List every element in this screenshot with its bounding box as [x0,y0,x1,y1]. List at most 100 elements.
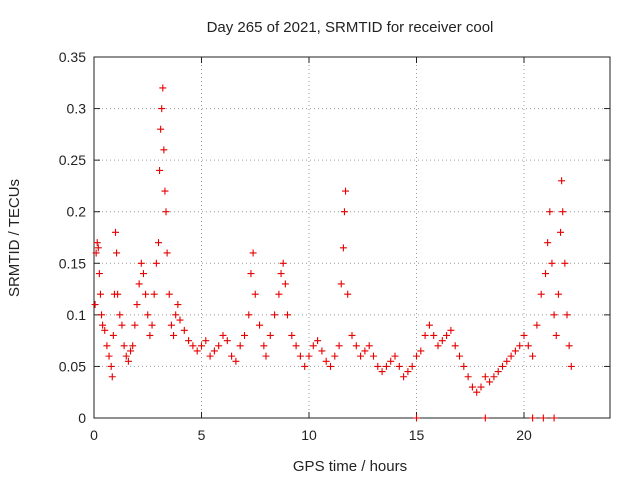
data-point [314,337,322,345]
data-point [241,331,248,339]
data-point [451,342,459,350]
data-point [223,337,231,345]
data-point [511,347,519,355]
x-tick-label: 5 [198,427,206,443]
data-point [262,352,270,360]
data-point [357,352,365,360]
data-point [131,321,139,329]
data-point [296,352,304,360]
data-point [486,378,494,386]
plot-frame [93,56,611,419]
data-point [516,342,524,350]
x-tick-label: 20 [516,427,532,443]
data-point [271,311,279,319]
data-point [170,331,178,339]
data-point [337,280,345,288]
data-point [494,368,502,376]
data-point [120,342,128,350]
y-tick-label: 0.15 [59,255,86,271]
data-point [550,311,558,319]
data-point [335,342,343,350]
data-point [327,362,334,370]
data-point [116,311,124,319]
data-point [361,347,369,355]
data-point [395,362,403,370]
data-point [96,290,104,298]
data-point [144,311,152,319]
data-point [473,388,481,396]
data-point [413,352,420,360]
data-point [91,301,99,309]
chart-title: Day 265 of 2021, SRMTID for receiver coo… [207,19,494,36]
data-point [408,362,416,370]
y-tick-label: 0.3 [67,101,87,117]
data-point [342,187,350,195]
data-point [150,290,158,298]
y-tick-label: 0.1 [67,307,87,323]
zero-data-point [539,414,547,422]
data-point [101,326,109,334]
data-point [108,373,116,381]
y-tick-label: 0.35 [59,49,86,65]
data-point [529,352,537,360]
data-point [142,290,150,298]
data-point [157,125,165,133]
data-point [251,290,259,298]
data-point [281,280,289,288]
x-tick-label: 10 [301,427,317,443]
data-point [339,244,347,252]
data-point [266,331,274,339]
data-point [92,249,100,257]
data-point [404,368,412,376]
data-point [114,290,122,298]
data-point [148,321,156,329]
data-point [247,270,255,278]
data-point [275,290,283,298]
zero-data-point [550,414,558,422]
zero-data-point [481,414,489,422]
data-point [557,228,565,236]
data-point [374,362,382,370]
x-tick-label: 0 [90,427,98,443]
data-point [135,280,143,288]
y-tick-label: 0.05 [59,358,86,374]
data-point [443,331,451,339]
data-point [464,373,472,381]
data-point [162,208,170,216]
data-point [301,362,309,370]
data-point [447,326,455,334]
data-point [260,342,268,350]
data-point [490,373,498,381]
data-point [174,301,182,309]
data-point [365,342,373,350]
data-point [370,352,377,360]
data-point [155,239,162,247]
data-point [468,383,476,391]
data-point [118,321,126,329]
data-point [387,357,395,365]
data-point [165,290,173,298]
data-point [99,321,107,329]
data-point [279,259,287,267]
data-point [378,368,386,376]
data-point [277,270,285,278]
data-point [507,352,515,360]
y-tick-label: 0.25 [59,152,86,168]
data-point [481,373,489,381]
data-point [160,146,168,154]
y-tick-label: 0 [78,410,86,426]
data-point [322,357,330,365]
data-point [499,362,506,370]
data-point [206,352,214,360]
data-point [309,342,317,350]
data-point [284,311,291,319]
y-axis-label: SRMTID / TECUs [6,179,23,297]
data-point [172,311,180,319]
data-point [425,321,433,329]
data-point [232,357,240,365]
data-point [548,259,556,267]
data-point [503,357,511,365]
data-point [305,352,313,360]
data-point [139,270,147,278]
data-point [256,321,264,329]
